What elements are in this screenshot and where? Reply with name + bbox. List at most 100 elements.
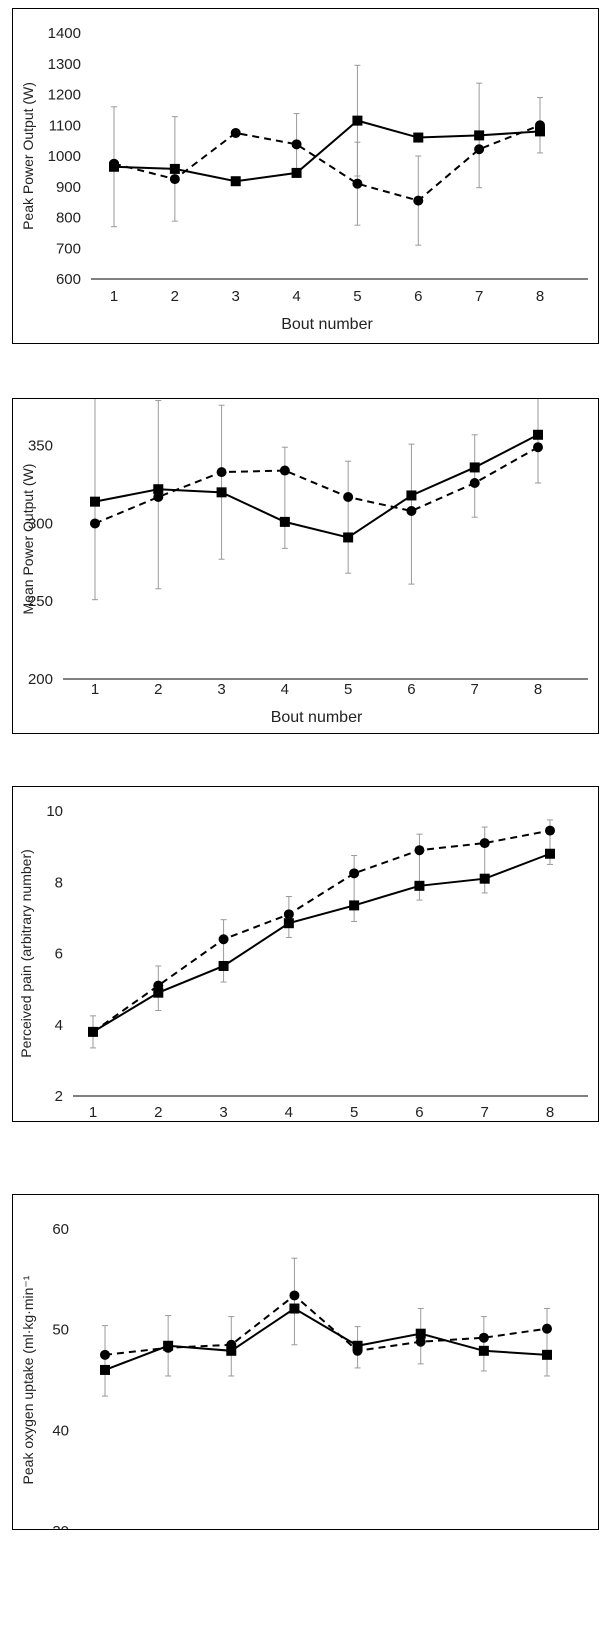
circle-marker [542,1323,552,1334]
chart-panel-mean-power: 200 250 300 350 1 2 3 4 5 6 7 8 Bout number Mean Powe… [12,398,599,734]
square-marker [230,176,241,187]
x-tick-label: 3 [217,681,225,698]
circle-marker [415,1336,426,1347]
x-axis-title: Bout number [281,316,373,333]
square-marker [413,132,424,143]
square-marker [533,429,543,440]
square-marker [469,462,480,473]
peak-power-chart: 600 700 800 900 1000 1100 1200 1300 1400 1 2 3 4 5 6 7 8… [20,25,588,333]
series-line-square [104,1307,548,1371]
series-line-square [92,852,551,1033]
square-marker [349,900,360,911]
square-marker [352,115,363,126]
square-marker [90,496,100,507]
x-tick-label: 1 [110,288,118,305]
circle-marker [413,195,424,206]
square-marker [153,484,164,495]
x-tick-label: 7 [471,681,479,698]
circle-marker [90,518,100,529]
circle-marker [533,442,543,453]
x-tick-label: 8 [534,681,542,698]
square-marker [542,1349,552,1360]
y-tick-label: 40 [52,1422,69,1439]
x-tick-label: 6 [415,1104,423,1121]
y-tick-label: 2 [55,1088,63,1105]
x-tick-label: 4 [292,288,300,305]
error-bar [102,1325,108,1397]
y-tick-label: 1400 [48,25,81,42]
y-tick-label: 4 [55,1017,63,1034]
y-tick-label: 700 [56,240,81,257]
error-bar [471,434,478,518]
x-tick-label: 3 [232,288,240,305]
circle-marker [469,478,480,488]
y-tick-label: 300 [28,515,53,532]
series-line-circle [94,446,539,525]
error-bar [218,404,225,560]
circle-marker [349,868,360,879]
square-marker [218,960,229,971]
y-tick-label: 350 [28,438,53,455]
series-line-circle [92,829,551,1033]
error-bar [535,399,541,484]
circle-marker [478,1332,489,1343]
y-tick-label: 1100 [49,117,81,134]
x-tick-label: 5 [344,681,352,698]
x-axis-title: Bout number [271,709,363,726]
square-marker [545,848,555,859]
circle-marker [100,1349,110,1360]
circle-marker [279,465,290,476]
square-marker [216,487,227,498]
x-tick-label: 2 [154,681,162,698]
square-marker [414,880,425,891]
circle-marker [474,144,485,155]
circle-marker [153,492,164,502]
circle-marker [289,1290,300,1301]
circle-marker [169,174,180,185]
y-tick-label: 1000 [48,148,81,165]
circle-marker [230,127,241,138]
circle-marker [283,909,294,920]
y-tick-label: 1300 [48,56,81,73]
circle-marker [479,838,490,849]
x-tick-label: 4 [281,681,289,698]
square-marker [352,1340,363,1351]
y-axis-title: Mean Power Output (W) [20,464,36,615]
chart-panel-peak-power: 600 700 800 900 1000 1100 1200 1300 1400 1 2 3 4 5 6 7 8… [12,8,599,344]
y-tick-label: 50 [52,1322,69,1339]
square-marker [279,516,290,527]
x-tick-label: 8 [536,288,544,305]
x-tick-label: 2 [171,288,179,305]
x-tick-label: 5 [350,1104,358,1121]
circle-marker [216,467,227,478]
x-tick-label: 2 [154,1104,162,1121]
error-bar [544,1308,550,1377]
circle-marker [153,980,164,991]
circle-marker [545,825,555,836]
circle-marker [352,178,363,189]
square-marker [169,163,180,174]
y-axis-title: Perceived pain (arbitrary number) [18,849,34,1058]
square-marker [415,1328,426,1339]
circle-marker [109,158,119,169]
error-bar [281,446,288,549]
x-tick-label: 6 [407,681,415,698]
perceived-pain-chart: 24681012345678Bout numberPerceived pain … [18,803,588,1121]
x-tick-label: 3 [219,1104,227,1121]
x-tick-label: 8 [546,1104,554,1121]
y-tick-label: 250 [28,593,53,610]
square-marker [479,873,490,884]
y-axis-title: Peak Power Output (W) [20,82,36,230]
y-tick-label: 10 [46,803,63,820]
y-tick-label: 800 [56,210,81,227]
square-marker [289,1303,300,1314]
error-bar [351,855,358,922]
square-marker [343,532,354,543]
circle-marker [226,1339,237,1350]
mean-power-chart: 200 250 300 350 1 2 3 4 5 6 7 8 Bout number Mean Powe… [20,399,588,726]
series-line-square [113,119,541,183]
square-marker [535,126,545,137]
circle-marker [218,934,229,945]
